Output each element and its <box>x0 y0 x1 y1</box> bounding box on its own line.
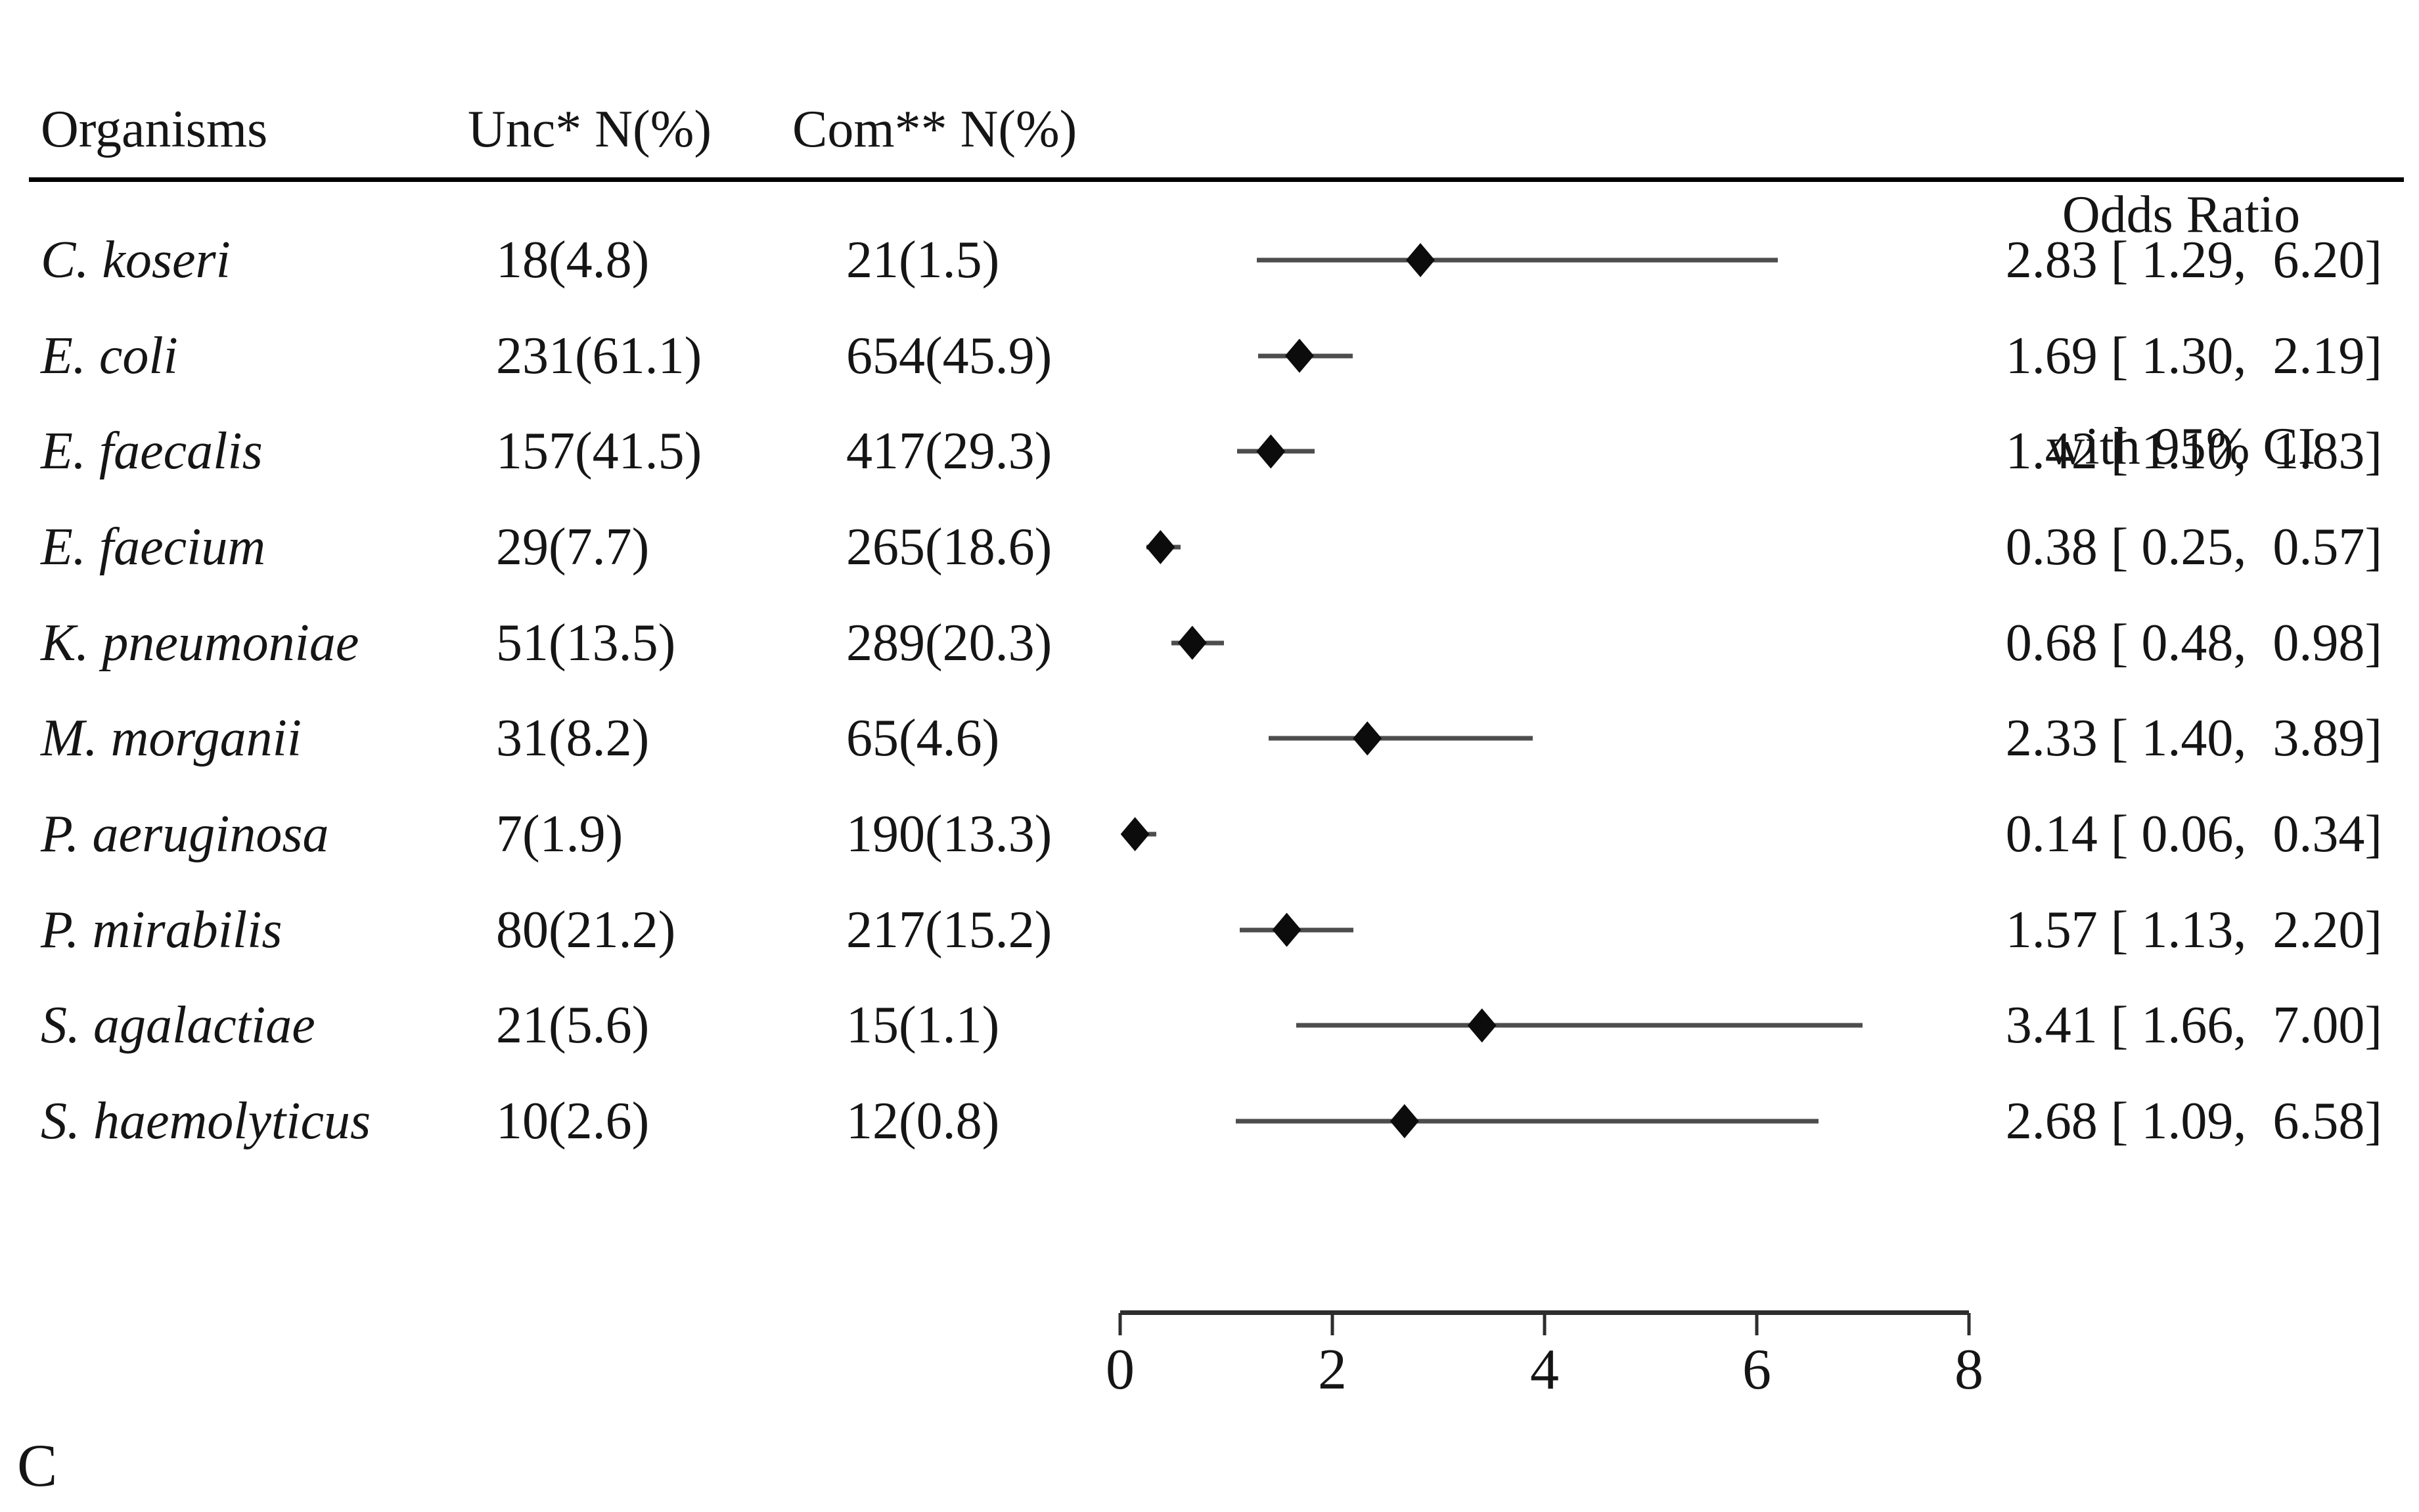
odds-ratio-ci-text: 2.68 [ 1.09, 6.58] <box>2005 1092 2382 1150</box>
com-count: 190(13.3) <box>846 805 1052 863</box>
odds-ratio-marker <box>1120 816 1150 851</box>
com-count: 654(45.9) <box>846 326 1052 385</box>
unc-count: 231(61.1) <box>496 326 702 385</box>
odds-ratio-marker <box>1146 529 1175 564</box>
odds-ratio-ci-text: 1.57 [ 1.13, 2.20] <box>2005 901 2382 959</box>
organism-name: E. faecium <box>41 518 266 576</box>
column-header-unc: Unc* N(%) <box>468 100 712 158</box>
unc-count: 18(4.8) <box>496 231 650 289</box>
odds-ratio-marker <box>1177 625 1207 660</box>
x-axis-line <box>1120 1310 1969 1315</box>
organism-name: K. pneumoniae <box>41 613 359 672</box>
com-count: 21(1.5) <box>846 231 1000 289</box>
organism-name: P. mirabilis <box>41 901 283 959</box>
column-header-com: Com** N(%) <box>792 100 1077 158</box>
odds-ratio-ci-text: 0.38 [ 0.25, 0.57] <box>2005 518 2382 576</box>
organism-name: C. koseri <box>41 231 231 289</box>
organism-name: S. haemolyticus <box>41 1092 371 1150</box>
odds-ratio-marker <box>1406 243 1436 277</box>
x-axis-tick-label: 6 <box>1742 1338 1771 1402</box>
odds-ratio-marker <box>1353 721 1382 756</box>
odds-ratio-header-line1: Odds Ratio <box>2062 186 2301 244</box>
header-rule <box>29 177 2404 182</box>
column-header-odds-ratio: Odds Ratio with 95% CI <box>1997 22 2365 640</box>
organism-name: E. faecalis <box>41 422 263 481</box>
odds-ratio-ci-text: 3.41 [ 1.66, 7.00] <box>2005 996 2382 1055</box>
odds-ratio-marker <box>1256 434 1286 469</box>
confidence-interval-line <box>1296 1023 1863 1028</box>
x-axis-tick-mark <box>1118 1313 1122 1335</box>
odds-ratio-marker <box>1467 1008 1497 1043</box>
organism-name: E. coli <box>41 326 178 385</box>
confidence-interval-line <box>1269 736 1533 741</box>
unc-count: 21(5.6) <box>496 996 650 1055</box>
confidence-interval-line <box>1257 257 1778 263</box>
odds-ratio-ci-text: 0.14 [ 0.06, 0.34] <box>2005 805 2382 863</box>
odds-ratio-header-line2: with 95% CI <box>2046 417 2316 476</box>
unc-count: 157(41.5) <box>496 422 702 481</box>
com-count: 289(20.3) <box>846 613 1052 672</box>
odds-ratio-ci-text: 1.42 [ 1.10, 1.83] <box>2005 422 2382 481</box>
organism-name: M. morganii <box>41 709 302 768</box>
unc-count: 80(21.2) <box>496 901 676 959</box>
x-axis-tick-label: 2 <box>1318 1338 1347 1402</box>
odds-ratio-marker <box>1390 1103 1419 1138</box>
organism-name: P. aeruginosa <box>41 805 329 863</box>
unc-count: 31(8.2) <box>496 709 650 768</box>
com-count: 217(15.2) <box>846 901 1052 959</box>
odds-ratio-ci-text: 2.83 [ 1.29, 6.20] <box>2005 231 2382 289</box>
odds-ratio-marker <box>1284 338 1314 373</box>
organism-name: S. agalactiae <box>41 996 315 1055</box>
odds-ratio-ci-text: 1.69 [ 1.30, 2.19] <box>2005 326 2382 385</box>
unc-count: 51(13.5) <box>496 613 676 672</box>
odds-ratio-marker <box>1272 912 1301 947</box>
x-axis-tick-mark <box>1543 1313 1547 1335</box>
com-count: 265(18.6) <box>846 518 1052 576</box>
x-axis-tick-mark <box>1967 1313 1971 1335</box>
panel-label: C <box>17 1432 58 1499</box>
column-header-organisms: Organisms <box>41 100 268 158</box>
unc-count: 10(2.6) <box>496 1092 650 1150</box>
unc-count: 29(7.7) <box>496 518 650 576</box>
x-axis-tick-label: 0 <box>1106 1338 1135 1402</box>
confidence-interval-line <box>1236 1119 1819 1124</box>
odds-ratio-ci-text: 0.68 [ 0.48, 0.98] <box>2005 613 2382 672</box>
com-count: 65(4.6) <box>846 709 1000 768</box>
x-axis-tick-mark <box>1755 1313 1759 1335</box>
com-count: 417(29.3) <box>846 422 1052 481</box>
com-count: 12(0.8) <box>846 1092 1000 1150</box>
odds-ratio-ci-text: 2.33 [ 1.40, 3.89] <box>2005 709 2382 768</box>
unc-count: 7(1.9) <box>496 805 623 863</box>
x-axis-tick-label: 4 <box>1530 1338 1559 1402</box>
com-count: 15(1.1) <box>846 996 1000 1055</box>
x-axis-tick-label: 8 <box>1955 1338 1983 1402</box>
x-axis-tick-mark <box>1330 1313 1334 1335</box>
